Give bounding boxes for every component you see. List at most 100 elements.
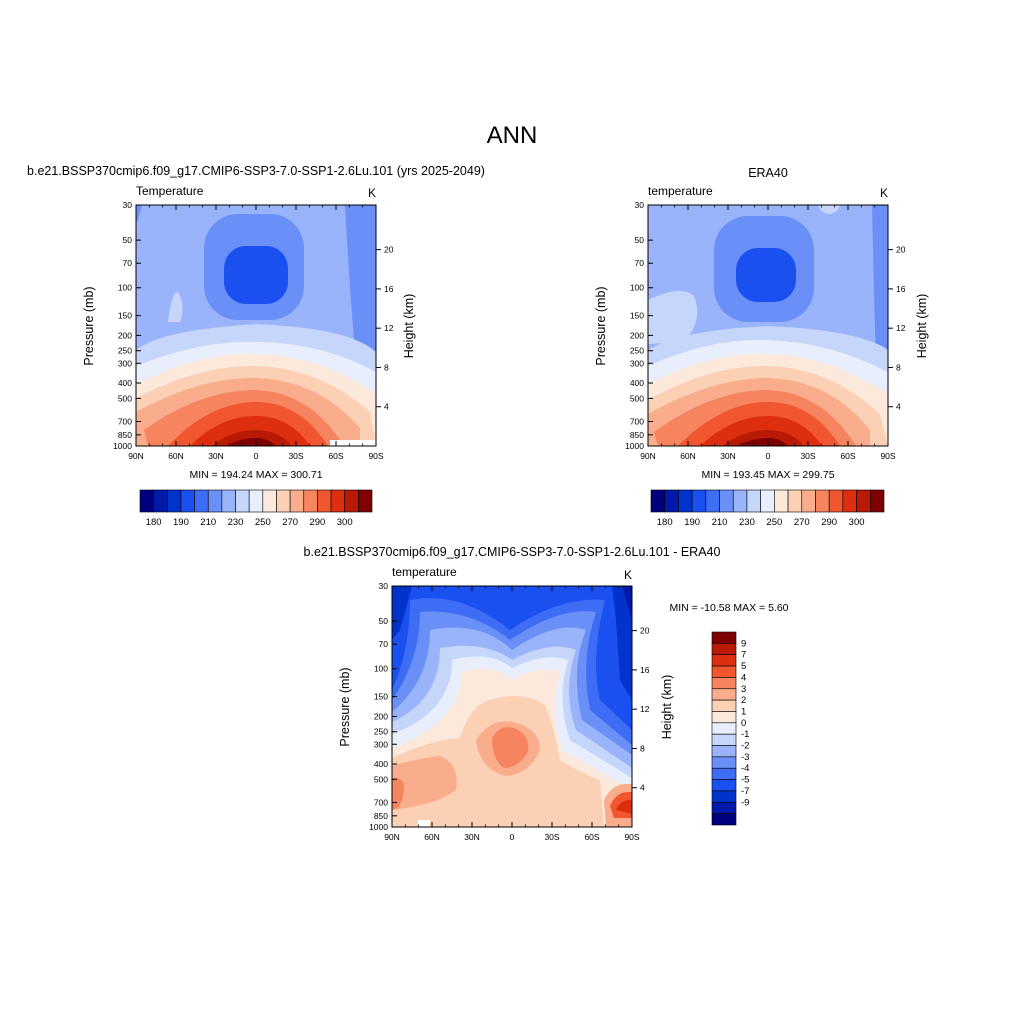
colorbar-label: 0 <box>741 718 746 729</box>
x-tick-label: 90S <box>880 451 895 461</box>
y-tick-label: 100 <box>118 283 132 293</box>
colorbar-swatch <box>139 489 154 513</box>
colorbar-swatch <box>711 767 737 780</box>
y-tick-label: 100 <box>630 283 644 293</box>
y-tick-label: 850 <box>630 430 644 440</box>
axis-ticks: 90N 60N 30N 0 30S 60S 90S 30 50 70 100 150 200 250 300… <box>625 200 906 461</box>
y-tick-label: 30 <box>123 200 133 210</box>
y-right-tick-label: 16 <box>896 284 906 294</box>
colorbar-swatch <box>303 489 318 513</box>
x-tick-label: 0 <box>510 832 515 842</box>
colorbar-label: 3 <box>741 684 746 695</box>
colorbar-swatch <box>787 489 803 513</box>
x-tick-label: 90N <box>640 451 656 461</box>
y-tick-label: 70 <box>635 258 645 268</box>
y-tick-label: 150 <box>374 692 388 702</box>
colorbar-swatch <box>711 665 737 678</box>
colorbar-swatch <box>711 711 737 724</box>
y-tick-label: 400 <box>118 378 132 388</box>
y-tick-label: 500 <box>374 774 388 784</box>
y-right-tick-label: 20 <box>640 626 650 636</box>
colorbar-label: 210 <box>200 517 216 528</box>
y-right-tick-label: 20 <box>896 245 906 255</box>
colorbar-label: -1 <box>741 729 749 740</box>
contour-field <box>136 205 376 446</box>
colorbar-swatch <box>711 801 737 814</box>
colorbar-swatch <box>711 643 737 656</box>
contour-field <box>648 205 888 446</box>
colorbar-swatch <box>221 489 236 513</box>
y-tick-label: 700 <box>118 416 132 426</box>
colorbar-swatch <box>856 489 871 513</box>
y-axis-right-label: Height (km) <box>915 294 929 359</box>
colorbar-label: 230 <box>228 517 244 528</box>
colorbar-label: 1 <box>741 706 746 717</box>
colorbar-swatch <box>194 489 209 513</box>
colorbar-swatch <box>711 779 737 792</box>
x-tick-label: 90N <box>128 451 144 461</box>
units-label: K <box>880 186 888 200</box>
colorbar-swatch <box>711 631 737 644</box>
colorbar-label: 190 <box>684 517 700 528</box>
colorbar-swatch <box>711 745 737 758</box>
colorbar-swatch <box>732 489 748 513</box>
colorbar-swatch <box>166 489 182 513</box>
colorbar-label: -9 <box>741 797 749 808</box>
colorbar-label: 7 <box>741 650 746 661</box>
y-axis-right-label: Height (km) <box>660 675 674 740</box>
y-tick-label: 850 <box>374 811 388 821</box>
panel-difference: b.e21.BSSP370cmip6.f09_g17.CMIP6-SSP3-7.… <box>304 545 789 842</box>
colorbar-swatch <box>289 489 305 513</box>
y-tick-label: 300 <box>118 358 132 368</box>
x-tick-label: 60S <box>840 451 855 461</box>
y-tick-label: 50 <box>123 235 133 245</box>
x-tick-label: 30N <box>720 451 736 461</box>
y-tick-label: 250 <box>374 727 388 737</box>
x-tick-label: 90N <box>384 832 400 842</box>
colorbar-swatch <box>711 813 737 826</box>
x-tick-label: 30N <box>208 451 224 461</box>
y-tick-label: 200 <box>118 330 132 340</box>
colorbar: 180 190 210 230 250 270 290 300 <box>650 489 885 528</box>
variable-label: temperature <box>392 565 457 579</box>
y-tick-label: 200 <box>630 330 644 340</box>
y-tick-label: 200 <box>374 711 388 721</box>
colorbar-swatch <box>711 790 737 803</box>
units-label: K <box>368 186 376 200</box>
y-tick-label: 50 <box>379 616 389 626</box>
y-tick-label: 400 <box>630 378 644 388</box>
panel-title: ERA40 <box>748 166 788 180</box>
y-right-tick-label: 8 <box>896 362 901 372</box>
y-tick-label: 1000 <box>625 441 644 451</box>
panel-title: b.e21.BSSP370cmip6.f09_g17.CMIP6-SSP3-7.… <box>27 164 485 178</box>
x-tick-label: 30S <box>544 832 559 842</box>
colorbar-label: 4 <box>741 672 746 683</box>
y-tick-label: 400 <box>374 759 388 769</box>
axis-ticks: 90N 60N 30N 0 30S 60S 90S 30 50 70 100 150 200 250 300… <box>369 581 650 842</box>
colorbar-label: 190 <box>173 517 189 528</box>
y-tick-label: 1000 <box>369 822 388 832</box>
colorbar-label: 290 <box>309 517 325 528</box>
y-right-tick-label: 12 <box>640 704 650 714</box>
x-tick-label: 90S <box>624 832 639 842</box>
colorbar-swatch <box>276 489 291 513</box>
x-tick-label: 60S <box>328 451 343 461</box>
colorbar-swatch <box>801 489 816 513</box>
colorbar-swatch <box>358 489 373 513</box>
colorbar-swatch <box>248 489 264 513</box>
colorbar-swatch <box>664 489 679 513</box>
colorbar-swatch <box>828 489 844 513</box>
colorbar-label: 5 <box>741 661 746 672</box>
colorbar-swatch <box>842 489 857 513</box>
y-right-tick-label: 4 <box>640 783 645 793</box>
colorbar-swatch <box>344 489 359 513</box>
y-axis-right-label: Height (km) <box>402 294 416 359</box>
colorbar-swatch <box>711 699 737 712</box>
colorbar-swatch <box>235 489 250 513</box>
variable-label: temperature <box>648 184 713 198</box>
colorbar-swatch <box>711 722 737 735</box>
colorbar-label: 180 <box>657 517 673 528</box>
x-tick-label: 30S <box>288 451 303 461</box>
y-tick-label: 250 <box>118 346 132 356</box>
variable-label: Temperature <box>136 184 204 198</box>
